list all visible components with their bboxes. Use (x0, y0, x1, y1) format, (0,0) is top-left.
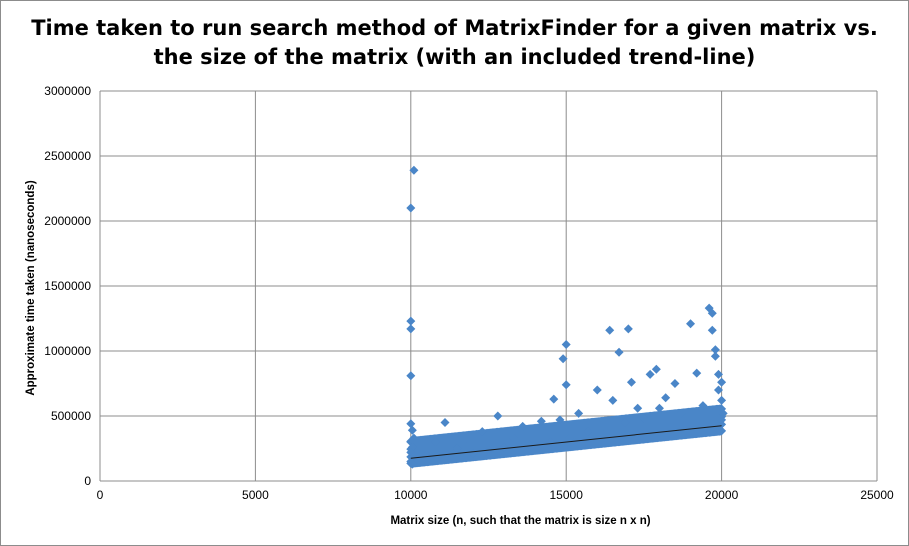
data-point (406, 203, 416, 213)
y-tick-label: 0 (84, 474, 91, 488)
data-point (661, 393, 671, 403)
data-point (524, 440, 534, 450)
data-point (406, 316, 416, 326)
y-tick-label: 3000000 (44, 84, 91, 98)
data-point (645, 369, 655, 379)
data-point (717, 415, 727, 425)
y-tick-label: 2000000 (44, 214, 91, 228)
trend-line (410, 425, 722, 459)
data-point (555, 415, 565, 425)
x-tick-label: 25000 (860, 488, 894, 502)
data-point (717, 395, 727, 405)
data-point (561, 380, 571, 390)
data-point (718, 408, 728, 418)
data-points (406, 165, 728, 469)
data-point (717, 377, 727, 387)
data-point (710, 351, 720, 361)
data-point (499, 442, 509, 452)
y-tick-label: 1500000 (44, 279, 91, 293)
x-tick-label: 10000 (394, 488, 428, 502)
data-point (409, 165, 419, 175)
data-point (536, 416, 546, 426)
y-axis-label: Approximate time taken (nanoseconds) (25, 180, 37, 396)
data-point (633, 403, 643, 413)
x-axis-label: Matrix size (n, such that the matrix is … (390, 515, 650, 527)
data-point (493, 411, 503, 421)
chart-title-line-2: the size of the matrix (with an included… (153, 45, 756, 69)
data-point (518, 421, 528, 431)
data-point (654, 403, 664, 413)
trend-line-group (410, 425, 722, 459)
data-point (407, 459, 417, 469)
tick-labels: 0 500000 1000000 1500000 2000000 2500000 30000… (44, 84, 894, 502)
data-point (713, 385, 723, 395)
data-point (508, 433, 518, 443)
data-point (574, 408, 584, 418)
data-point (561, 340, 571, 349)
data-point (558, 354, 568, 364)
data-point (623, 324, 633, 334)
data-point (698, 401, 708, 411)
data-point (670, 379, 680, 388)
data-point (592, 385, 602, 395)
data-point (406, 419, 416, 429)
data-point (530, 429, 540, 439)
x-tick-label: 15000 (550, 488, 584, 502)
data-point (614, 347, 624, 357)
y-tick-label: 1000000 (44, 344, 91, 358)
y-tick-label: 500000 (51, 409, 91, 423)
data-point (710, 345, 720, 355)
data-point (676, 408, 686, 418)
data-point (431, 437, 441, 447)
data-point (477, 427, 487, 437)
data-point (407, 425, 417, 435)
data-point (713, 369, 723, 379)
data-point (620, 418, 630, 427)
data-point (707, 308, 717, 318)
chart-title-line-1: Time taken to run search method of Matri… (31, 16, 878, 40)
data-point (626, 377, 636, 387)
data-point (598, 421, 608, 431)
data-point (639, 414, 649, 424)
data-point (608, 395, 618, 405)
x-tick-label: 20000 (705, 488, 739, 502)
data-point (564, 433, 574, 443)
data-point (692, 368, 702, 378)
data-point (549, 394, 559, 404)
data-point (406, 324, 416, 334)
data-point (651, 364, 661, 374)
data-point (707, 325, 717, 335)
y-tick-label: 2500000 (44, 149, 91, 163)
chart-title: Time taken to run search method of Matri… (0, 14, 909, 72)
x-tick-label: 0 (97, 488, 104, 502)
data-point (462, 433, 472, 443)
data-point (440, 418, 450, 427)
x-tick-label: 5000 (242, 488, 269, 502)
gridlines (99, 90, 878, 482)
data-point (583, 427, 593, 437)
data-point (686, 319, 696, 329)
data-point (452, 444, 462, 453)
data-point (605, 325, 615, 335)
data-point (406, 371, 416, 381)
